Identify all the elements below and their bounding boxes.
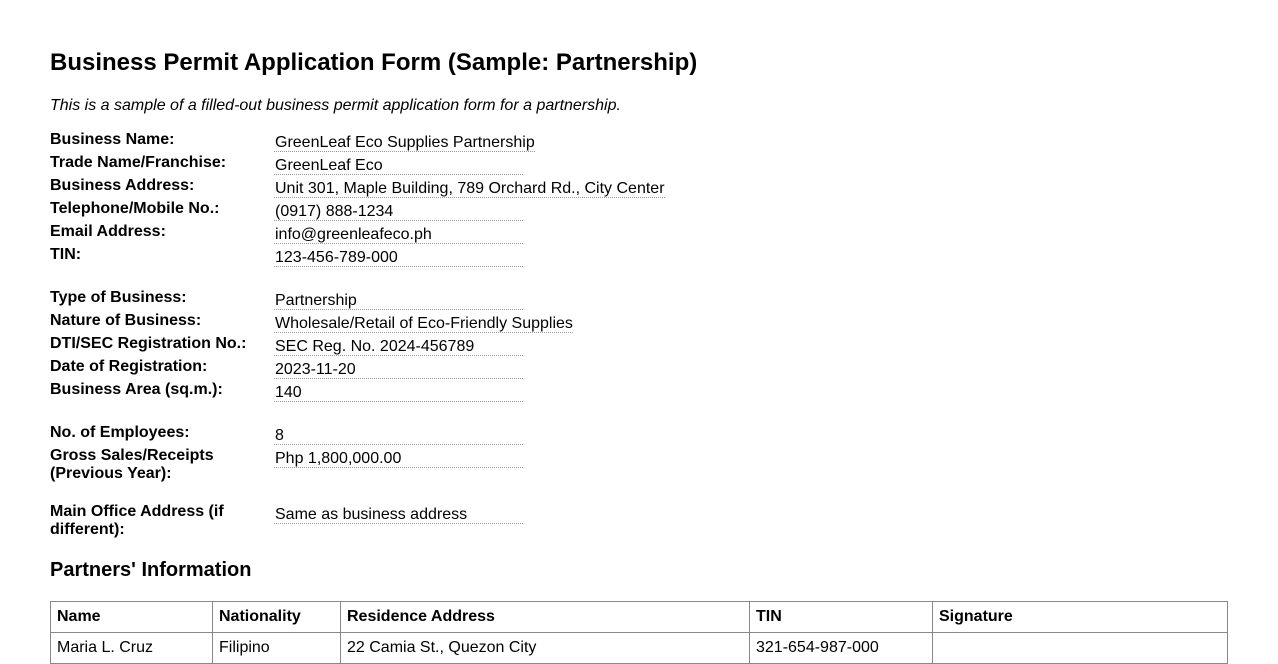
form-section: Main Office Address (if different): Same … [50,503,523,543]
field-label: Business Area (sq.m.): [50,381,223,398]
field-value: Unit 301, Maple Building, 789 Orchard Rd… [274,177,665,198]
field-label: Business Address: [50,177,195,194]
form-row: Type of Business: Partnership [50,289,573,312]
form-row: Date of Registration: 2023-11-20 [50,358,573,381]
field-label: Nature of Business: [50,312,202,329]
column-header: Signature [932,601,1228,633]
partners-heading: Partners' Information [50,559,252,581]
form-row: DTI/SEC Registration No.: SEC Reg. No. 20… [50,335,573,358]
field-value: GreenLeaf Eco [274,154,523,175]
field-label: No. of Employees: [50,424,190,441]
field-value: 8 [274,424,523,445]
column-header: Nationality [212,601,341,633]
form-row: Gross Sales/Receipts (Previous Year): Php… [50,447,523,482]
field-label: Gross Sales/Receipts (Previous Year): [50,447,214,482]
field-label: Email Address: [50,223,166,240]
column-header: Name [50,601,213,633]
field-label: DTI/SEC Registration No.: [50,335,247,352]
field-value: 123-456-789-000 [274,246,523,267]
form-row: Business Name: GreenLeaf Eco Supplies Par… [50,131,665,154]
column-header: TIN [749,601,933,633]
table-cell: 321-654-987-000 [749,632,933,664]
field-label: Date of Registration: [50,358,208,375]
form-row: Business Area (sq.m.): 140 [50,381,573,404]
field-value: SEC Reg. No. 2024-456789 [274,335,523,356]
field-label: Trade Name/Franchise: [50,154,227,171]
form-row: TIN: 123-456-789-000 [50,246,665,269]
form-section: No. of Employees: 8 Gross Sales/Receipts (… [50,424,523,482]
field-value: 140 [274,381,523,402]
field-value: info@greenleafeco.ph [274,223,523,244]
field-label: Business Name: [50,131,175,148]
form-row: Trade Name/Franchise: GreenLeaf Eco [50,154,665,177]
table-cell: 22 Camia St., Quezon City [340,632,750,664]
table-cell [932,632,1228,664]
column-header: Residence Address [340,601,750,633]
table-cell: Filipino [212,632,341,664]
field-label: Telephone/Mobile No.: [50,200,220,217]
form-row: Telephone/Mobile No.: (0917) 888-1234 [50,200,665,223]
form-row: Business Address: Unit 301, Maple Buildin… [50,177,665,200]
field-value: 2023-11-20 [274,358,523,379]
form-row: Main Office Address (if different): Same … [50,503,523,543]
form-section: Type of Business: Partnership Nature of Bu… [50,289,573,404]
form-section: Business Name: GreenLeaf Eco Supplies Par… [50,131,665,269]
field-value: Partnership [274,289,523,310]
field-value: GreenLeaf Eco Supplies Partnership [274,131,535,152]
table-cell: Maria L. Cruz [50,632,213,664]
field-label: Type of Business: [50,289,187,306]
partners-table: Name Nationality Residence Address TIN Signa… [50,601,1228,664]
table-row: Maria L. Cruz Filipino 22 Camia St., Quezo… [50,632,1228,664]
field-value: Php 1,800,000.00 [274,447,523,468]
form-row: Email Address: info@greenleafeco.ph [50,223,665,246]
field-label: Main Office Address (if different): [50,503,224,538]
intro-text: This is a sample of a filled-out busines… [50,97,621,114]
field-value: Wholesale/Retail of Eco-Friendly Supplie… [274,312,573,333]
form-row: Nature of Business: Wholesale/Retail of E… [50,312,573,335]
field-value: (0917) 888-1234 [274,200,523,221]
page-title: Business Permit Application Form (Sample… [50,49,698,76]
field-label: TIN: [50,246,82,263]
field-value: Same as business address [274,503,523,524]
form-row: No. of Employees: 8 [50,424,523,447]
